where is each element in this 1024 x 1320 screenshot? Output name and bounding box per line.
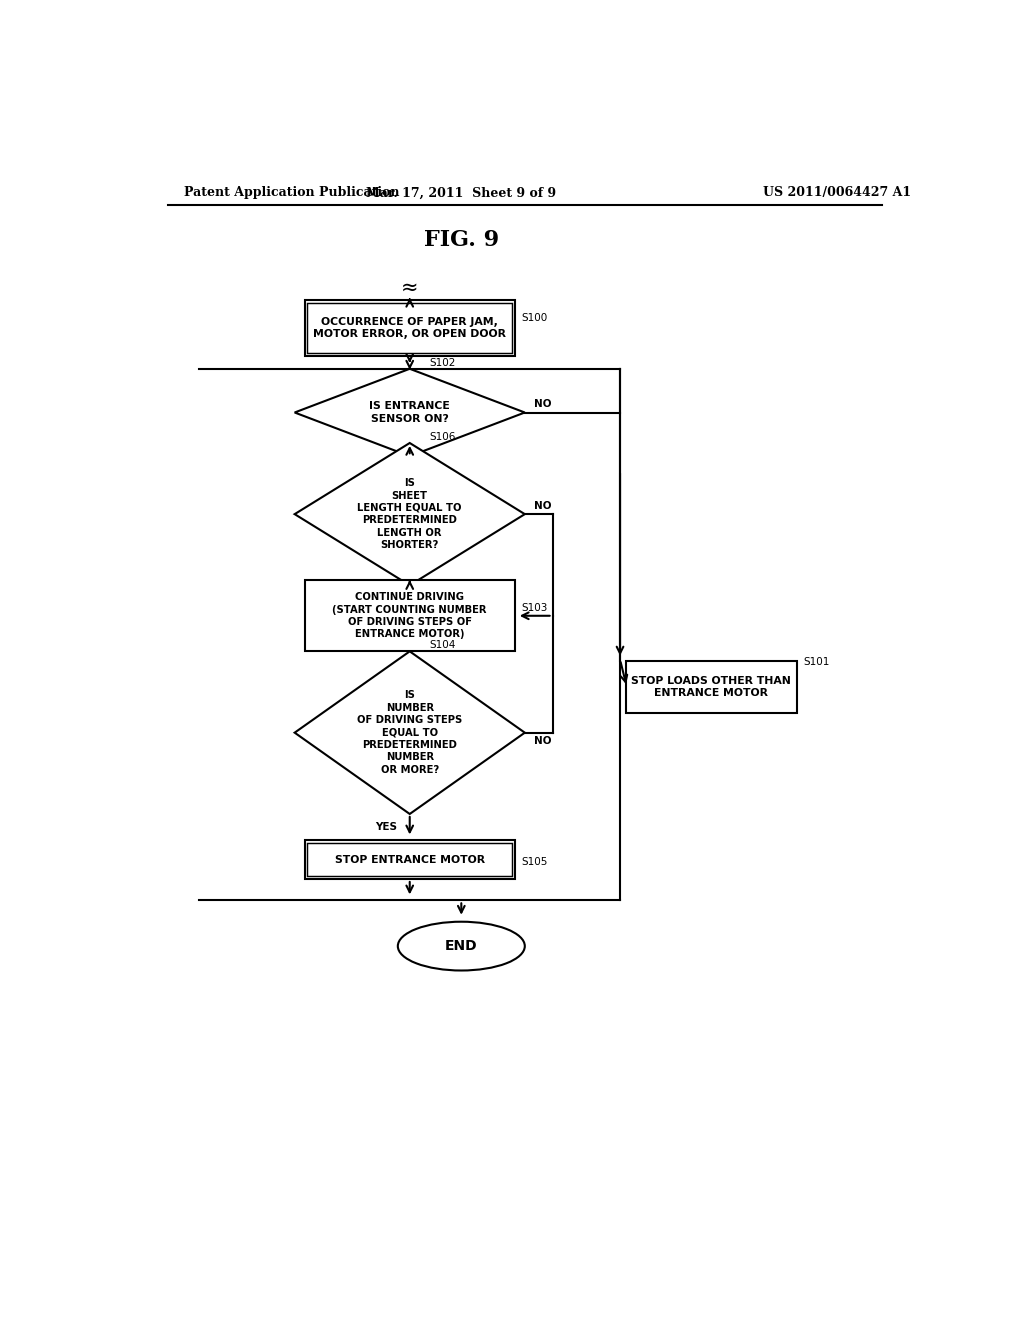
Text: S101: S101 xyxy=(803,656,829,667)
FancyBboxPatch shape xyxy=(304,300,515,356)
Text: S100: S100 xyxy=(521,313,548,323)
Text: ≈: ≈ xyxy=(401,277,419,297)
Text: IS
NUMBER
OF DRIVING STEPS
EQUAL TO
PREDETERMINED
NUMBER
OR MORE?: IS NUMBER OF DRIVING STEPS EQUAL TO PRED… xyxy=(357,690,463,775)
Text: S106: S106 xyxy=(430,432,456,442)
Text: NO: NO xyxy=(534,735,551,746)
Polygon shape xyxy=(295,444,524,585)
FancyBboxPatch shape xyxy=(626,660,797,713)
Text: S103: S103 xyxy=(521,603,548,612)
Text: YES: YES xyxy=(375,594,397,603)
Text: IS
SHEET
LENGTH EQUAL TO
PREDETERMINED
LENGTH OR
SHORTER?: IS SHEET LENGTH EQUAL TO PREDETERMINED L… xyxy=(357,478,462,550)
Text: Patent Application Publication: Patent Application Publication xyxy=(183,186,399,199)
Text: YES: YES xyxy=(375,822,397,832)
Text: NO: NO xyxy=(534,400,551,409)
Text: YES: YES xyxy=(375,465,397,474)
Text: S104: S104 xyxy=(430,640,456,651)
Text: STOP ENTRANCE MOTOR: STOP ENTRANCE MOTOR xyxy=(335,855,484,865)
Text: S105: S105 xyxy=(521,857,548,867)
Ellipse shape xyxy=(397,921,525,970)
Polygon shape xyxy=(295,651,524,814)
FancyBboxPatch shape xyxy=(304,581,515,651)
Text: CONTINUE DRIVING
(START COUNTING NUMBER
OF DRIVING STEPS OF
ENTRANCE MOTOR): CONTINUE DRIVING (START COUNTING NUMBER … xyxy=(333,593,487,639)
Text: END: END xyxy=(445,939,477,953)
Text: IS ENTRANCE
SENSOR ON?: IS ENTRANCE SENSOR ON? xyxy=(370,401,451,424)
Text: S102: S102 xyxy=(430,358,456,368)
Text: NO: NO xyxy=(534,502,551,511)
Polygon shape xyxy=(295,368,524,457)
Text: FIG. 9: FIG. 9 xyxy=(424,228,499,251)
FancyBboxPatch shape xyxy=(304,841,515,879)
Text: STOP LOADS OTHER THAN
ENTRANCE MOTOR: STOP LOADS OTHER THAN ENTRANCE MOTOR xyxy=(632,676,792,698)
Text: OCCURRENCE OF PAPER JAM,
MOTOR ERROR, OR OPEN DOOR: OCCURRENCE OF PAPER JAM, MOTOR ERROR, OR… xyxy=(313,317,506,339)
Text: US 2011/0064427 A1: US 2011/0064427 A1 xyxy=(763,186,911,199)
Text: Mar. 17, 2011  Sheet 9 of 9: Mar. 17, 2011 Sheet 9 of 9 xyxy=(367,186,556,199)
